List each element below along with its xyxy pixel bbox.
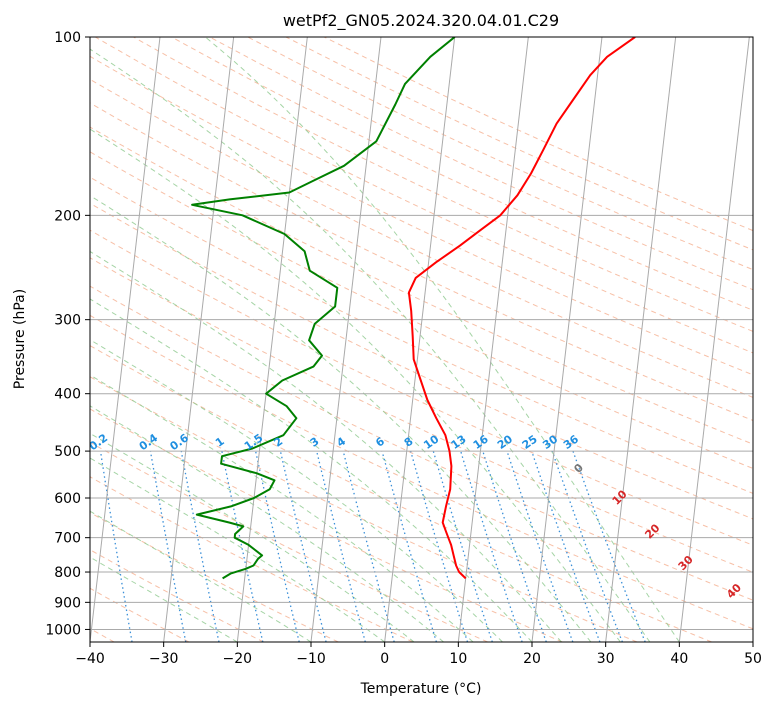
y-axis: 100 200 300 400 500 600 700 800 900 1000	[45, 30, 90, 638]
moist-adiabat-line	[90, 48, 651, 642]
isotherm-line	[90, 37, 161, 642]
profile-series	[191, 37, 636, 580]
isobars	[90, 37, 753, 630]
plot-area: 0.10.20.40.611.52346810131620253036-100-…	[90, 37, 753, 642]
isotherm-line	[384, 37, 456, 642]
x-axis: −40 −30 −20 −10 0 10 20 30 40 50	[75, 642, 762, 667]
mixing-ratio-line	[460, 450, 523, 642]
y-tick-label: 700	[54, 531, 81, 547]
mixing-ratio-line	[149, 450, 187, 642]
x-tick-label: 10	[449, 651, 467, 667]
x-tick-label: −40	[75, 651, 105, 667]
mixing-ratio-line	[381, 450, 438, 642]
moist-adiabat-line	[90, 128, 621, 642]
isotherm-line	[163, 37, 235, 642]
dry-adiabat-line	[90, 285, 753, 601]
dry-adiabat-line	[90, 441, 488, 642]
moist-adiabat-line	[90, 298, 533, 642]
y-axis-label: Pressure (hPa)	[12, 289, 28, 389]
y-tick-label: 100	[54, 30, 81, 46]
y-tick-label: 300	[54, 313, 81, 329]
plot-frame	[89, 36, 754, 643]
dry-adiabat-line	[90, 408, 563, 642]
y-tick-label: 800	[54, 565, 81, 581]
dry-adiabat-line	[171, 37, 753, 311]
dry-adiabat-line	[90, 376, 638, 642]
mixing-ratio-line	[572, 450, 646, 642]
isotherm-line	[678, 37, 750, 642]
dry-adiabat-line	[90, 549, 264, 642]
dry-adiabat-line	[90, 345, 712, 642]
isotherm-line	[531, 37, 603, 642]
y-tick-label: 1000	[45, 622, 81, 638]
x-tick-label: 50	[744, 651, 762, 667]
x-tick-label: 20	[523, 651, 541, 667]
temperature-line	[407, 37, 636, 580]
x-tick-label: −20	[223, 651, 253, 667]
x-tick-label: 30	[597, 651, 615, 667]
isotherm-line	[236, 37, 308, 642]
mixing-ratio-line	[551, 450, 624, 642]
mixing-ratio-line	[409, 450, 469, 642]
y-tick-label: 400	[54, 387, 81, 403]
moist-adiabat-line	[90, 250, 562, 642]
moist-adiabat-line	[90, 457, 385, 642]
moist-adiabats	[90, 37, 680, 642]
y-tick-label: 500	[54, 444, 81, 460]
dry-adiabats	[90, 37, 753, 642]
chart-title: wetPf2_GN05.2024.320.04.01.C29	[283, 11, 559, 31]
isotherm-line	[605, 37, 677, 642]
x-axis-label: Temperature (°C)	[360, 681, 482, 697]
dry-adiabat-line	[90, 151, 753, 469]
moist-adiabat-line	[90, 374, 474, 642]
x-tick-label: −10	[296, 651, 326, 667]
dry-adiabat-line	[90, 511, 339, 642]
isotherm-line	[310, 37, 382, 642]
dry-adiabat-line	[90, 202, 753, 520]
dry-adiabat-line	[90, 55, 753, 376]
y-tick-label: 600	[54, 491, 81, 507]
dewpoint-line	[191, 37, 456, 580]
x-tick-label: 0	[380, 651, 389, 667]
moist-adiabat-line	[90, 195, 592, 642]
isotherm-line	[457, 37, 529, 642]
isotherms	[90, 37, 753, 642]
x-tick-label: −30	[149, 651, 179, 667]
y-tick-label: 900	[54, 595, 81, 611]
dry-adiabat-line	[90, 176, 753, 494]
moist-adiabat-line	[90, 432, 415, 642]
y-tick-label: 200	[54, 208, 81, 224]
mixing-ratio-line	[342, 450, 395, 642]
dry-adiabat-line	[90, 102, 753, 422]
moist-adiabat-line	[90, 556, 238, 642]
x-tick-label: 40	[670, 651, 688, 667]
moist-adiabat-line	[90, 405, 444, 642]
